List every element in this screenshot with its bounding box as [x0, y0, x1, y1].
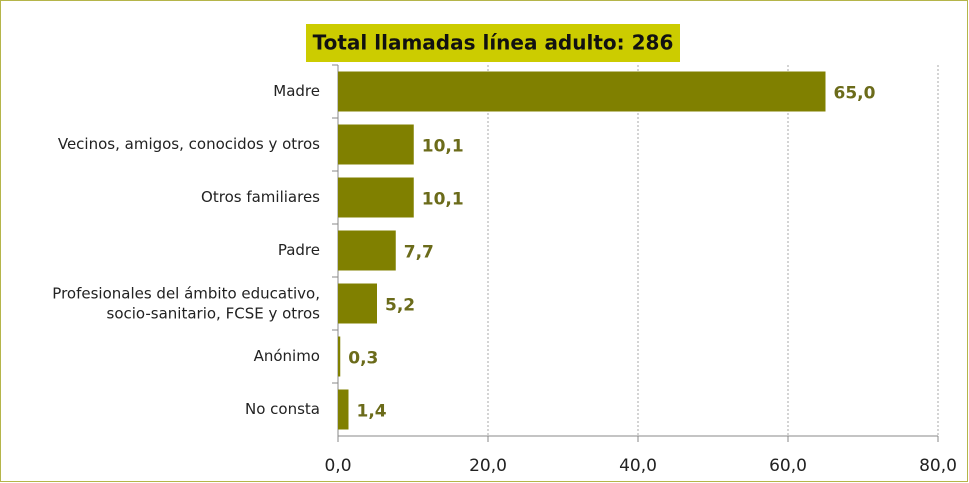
bar — [338, 124, 414, 165]
y-tick-label: Anónimo — [254, 347, 320, 365]
x-tick-label: 20,0 — [469, 456, 507, 476]
x-tick-label: 60,0 — [769, 456, 807, 476]
bar — [338, 336, 341, 377]
value-label: 5,2 — [385, 296, 415, 316]
chart-title: Total llamadas línea adulto: 286 — [313, 31, 674, 55]
value-label: 10,1 — [422, 137, 464, 157]
y-tick-label: No consta — [245, 400, 320, 418]
title-box — [306, 24, 680, 62]
y-tick-label: Madre — [273, 82, 320, 100]
value-label: 7,7 — [404, 243, 434, 263]
y-tick-label: Vecinos, amigos, conocidos y otros — [58, 135, 320, 153]
bar — [338, 177, 414, 218]
y-tick-label: Otros familiares — [201, 188, 320, 206]
x-tick-label: 80,0 — [919, 456, 957, 476]
x-tick-label: 0,0 — [324, 456, 351, 476]
value-label: 0,3 — [348, 349, 378, 369]
bar — [338, 389, 349, 430]
x-tick-label: 40,0 — [619, 456, 657, 476]
bar — [338, 283, 377, 324]
y-tick-label: Padre — [278, 241, 320, 259]
value-label: 1,4 — [357, 402, 387, 422]
value-label: 10,1 — [422, 190, 464, 210]
bar — [338, 230, 396, 271]
y-tick-label: Profesionales del ámbito educativo, socio… — [52, 284, 320, 322]
value-label: 65,0 — [834, 84, 876, 104]
bar — [338, 71, 826, 112]
